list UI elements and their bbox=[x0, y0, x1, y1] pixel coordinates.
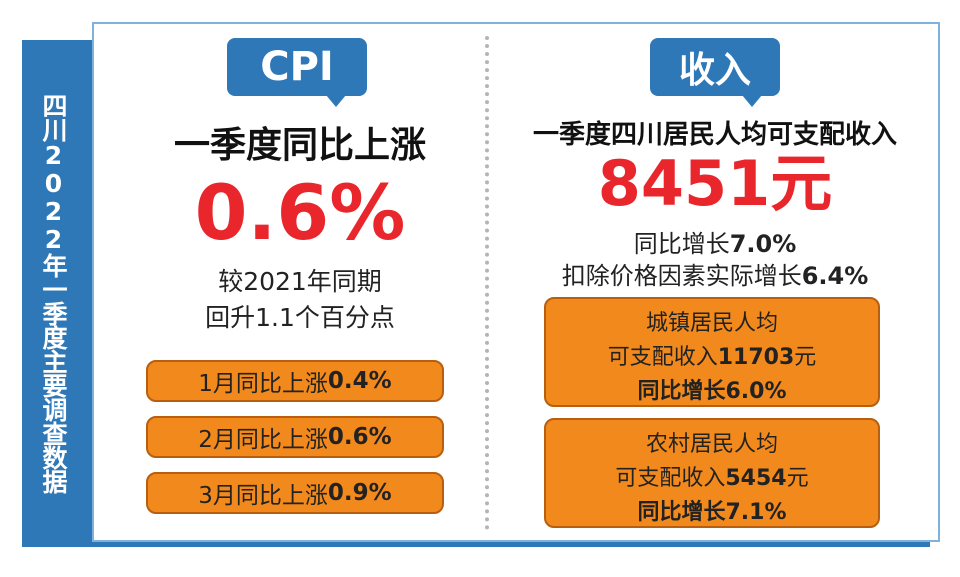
month-pill-mar: 3月同比上涨 0.9% bbox=[146, 472, 444, 514]
urban-growth: 同比增长6.0% bbox=[637, 379, 787, 404]
urban-amount: 可支配收入11703元 bbox=[546, 339, 878, 371]
income-growth-label: 同比增长 bbox=[633, 230, 730, 258]
month-label: 1月同比上涨 bbox=[198, 371, 328, 397]
month-label: 2月同比上涨 bbox=[198, 427, 328, 453]
cpi-compare-line2: 回升1.1个百分点 bbox=[205, 303, 395, 332]
dotted-divider bbox=[485, 36, 489, 530]
income-real-growth: 扣除价格因素实际增长6.4% bbox=[500, 256, 930, 291]
urban-amount-unit: 元 bbox=[794, 345, 817, 370]
month-value: 0.9% bbox=[327, 480, 392, 506]
income-growth-value: 7.0% bbox=[729, 230, 797, 258]
rural-amount-unit: 元 bbox=[786, 466, 809, 491]
rural-income-box: 农村居民人均 可支配收入5454元 同比增长7.1% bbox=[544, 418, 880, 528]
month-value: 0.6% bbox=[327, 424, 392, 450]
cpi-compare-line1: 较2021年同期 bbox=[218, 267, 382, 296]
rural-title: 农村居民人均 bbox=[645, 432, 778, 457]
month-pill-jan: 1月同比上涨 0.4% bbox=[146, 360, 444, 402]
sidebar-title: 四川2022年一季度主要调查数据 bbox=[39, 93, 68, 493]
urban-amount-value: 11703 bbox=[717, 345, 795, 370]
cpi-headline: 一季度同比上涨 bbox=[173, 125, 426, 166]
income-tag: 收入 bbox=[650, 38, 780, 96]
month-value: 0.4% bbox=[327, 368, 392, 394]
cpi-value: 0.6% bbox=[194, 168, 406, 257]
month-label: 3月同比上涨 bbox=[198, 483, 328, 509]
urban-income-box: 城镇居民人均 可支配收入11703元 同比增长6.0% bbox=[544, 297, 880, 407]
income-real-value: 6.4% bbox=[801, 262, 869, 290]
income-growth: 同比增长7.0% bbox=[500, 224, 930, 259]
urban-title: 城镇居民人均 bbox=[645, 311, 778, 336]
rural-amount-label: 可支配收入 bbox=[615, 466, 726, 491]
income-real-label: 扣除价格因素实际增长 bbox=[561, 262, 802, 290]
rural-growth: 同比增长7.1% bbox=[637, 500, 787, 525]
cpi-tag-tail bbox=[326, 95, 346, 107]
rural-amount: 可支配收入5454元 bbox=[546, 460, 878, 492]
rural-amount-value: 5454 bbox=[725, 466, 787, 491]
income-tag-tail bbox=[742, 95, 762, 107]
cpi-tag: CPI bbox=[227, 38, 367, 96]
urban-amount-label: 可支配收入 bbox=[607, 345, 718, 370]
income-value: 8451元 bbox=[597, 147, 833, 220]
income-headline: 一季度四川居民人均可支配收入 bbox=[532, 120, 897, 150]
month-pill-feb: 2月同比上涨 0.6% bbox=[146, 416, 444, 458]
